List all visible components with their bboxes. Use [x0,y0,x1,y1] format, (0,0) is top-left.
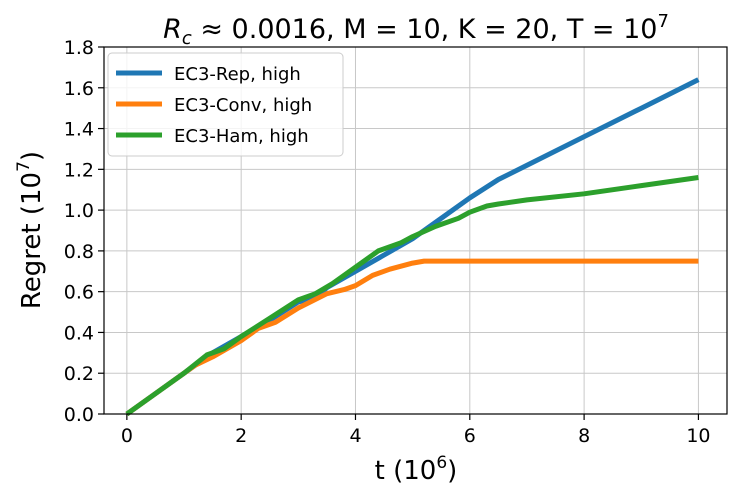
x-tick-label: 6 [464,425,476,447]
x-tick-label: 2 [235,425,247,447]
legend-label-ham: EC3-Ham, high [174,126,309,147]
series-line-ec3-ham [125,175,699,417]
y-tick-label: 1.8 [64,37,94,59]
x-axis-label-main: t (10 [375,456,437,486]
series-line-ec3-conv [125,258,699,417]
legend: EC3-Rep, high EC3-Conv, high EC3-Ham, hi… [107,52,344,157]
y-tick-label: 1.0 [64,200,94,222]
legend-label-conv: EC3-Conv, high [174,95,312,116]
y-axis-label-sup: 7 [14,161,34,172]
y-tick-label: 0.2 [64,363,94,385]
legend-box [107,52,344,157]
y-axis-label-tail: ) [17,151,47,161]
series-lines [125,77,700,417]
x-axis-label: t (106) [375,453,458,486]
x-tick-label: 10 [686,425,710,447]
title-rc: R [163,14,182,45]
y-tick-label: 0.8 [64,241,94,263]
y-tick-label: 0.4 [64,322,94,344]
y-tick-label: 0.6 [64,282,94,304]
y-axis-label: Regret (107) [14,151,47,309]
title-rc-sub: c [182,28,192,49]
title-rest: ≈ 0.0016, M = 10, K = 20, T = 10 [192,14,658,45]
axis-ticks: 0 2 4 6 8 10 0.0 0.2 0.4 0.6 0.8 1.0 1.2 1.4 1.6 1.8 [64,37,711,447]
x-axis-label-tail: ) [447,456,457,486]
x-tick-label: 8 [578,425,590,447]
y-tick-label: 1.2 [64,159,94,181]
plot-frame [103,46,728,415]
y-tick-label: 0.0 [64,404,94,426]
title-rest-sup: 7 [657,11,668,32]
grid [104,46,727,415]
x-tick-label: 4 [349,425,361,447]
x-axis-label-sup: 6 [436,453,447,473]
y-tick-label: 1.4 [64,119,94,141]
y-axis-label-main: Regret (10 [17,172,47,309]
x-tick-label: 0 [121,425,133,447]
legend-label-rep: EC3-Rep, high [174,64,301,85]
chart-title: Rc ≈ 0.0016, M = 10, K = 20, T = 107 [163,11,669,49]
y-tick-label: 1.6 [64,78,94,100]
